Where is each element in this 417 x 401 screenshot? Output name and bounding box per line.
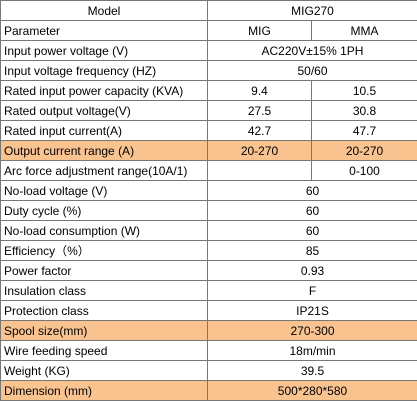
table-row: Rated input power capacity (KVA) 9.4 10.5: [0, 80, 417, 101]
value-cell: 20-270: [311, 140, 417, 161]
parameter-cell: Insulation class: [0, 280, 208, 301]
parameter-cell: Weight (KG): [0, 360, 208, 381]
parameter-cell: Rated input power capacity (KVA): [0, 80, 208, 101]
parameter-cell: Duty cycle (%): [0, 200, 208, 221]
parameter-cell: Dimension (mm): [0, 380, 208, 401]
parameter-cell: No-load consumption (W): [0, 220, 208, 241]
table-row: Input power voltage (V) AC220V±15% 1PH: [0, 40, 417, 61]
value-cell: AC220V±15% 1PH: [207, 40, 417, 61]
parameter-cell: Protection class: [0, 300, 208, 321]
value-cell: 60: [207, 180, 417, 201]
value-cell: 20-270: [207, 140, 312, 161]
table-row: Input voltage frequency (HZ) 50/60: [0, 60, 417, 81]
table-row: Model MIG270: [0, 0, 417, 21]
value-cell: 60: [207, 200, 417, 221]
value-cell: MIG270: [207, 0, 417, 21]
parameter-cell: Input power voltage (V): [0, 40, 208, 61]
parameter-cell: Output current range (A): [0, 140, 208, 161]
parameter-cell: Model: [0, 0, 208, 21]
value-cell: 0-100: [311, 160, 417, 181]
parameter-cell: Parameter: [0, 20, 208, 41]
parameter-cell: Rated output voltage(V): [0, 100, 208, 121]
value-cell: 18m/min: [207, 340, 417, 361]
value-cell: IP21S: [207, 300, 417, 321]
parameter-cell: Rated input current(A): [0, 120, 208, 141]
value-cell: 39.5: [207, 360, 417, 381]
value-cell: 10.5: [311, 80, 417, 101]
table-row: Efficiency（%） 85: [0, 240, 417, 261]
value-cell: MMA: [311, 20, 417, 41]
value-cell: 500*280*580: [207, 380, 417, 401]
parameter-cell: Efficiency（%）: [0, 240, 208, 261]
value-cell: 85: [207, 240, 417, 261]
value-cell: 50/60: [207, 60, 417, 81]
value-cell: 30.8: [311, 100, 417, 121]
table-row: Output current range (A) 20-270 20-270: [0, 140, 417, 161]
table-row: Weight (KG) 39.5: [0, 360, 417, 381]
value-cell: MIG: [207, 20, 312, 41]
table-row: Power factor 0.93: [0, 260, 417, 281]
table-row: Rated output voltage(V) 27.5 30.8: [0, 100, 417, 121]
parameter-cell: Power factor: [0, 260, 208, 281]
table-row: Wire feeding speed 18m/min: [0, 340, 417, 361]
table-row: Duty cycle (%) 60: [0, 200, 417, 221]
table-row: Insulation class F: [0, 280, 417, 301]
parameter-cell: Spool size(mm): [0, 320, 208, 341]
parameter-cell: Arc force adjustment range(10A/1): [0, 160, 208, 181]
table-row: Rated input current(A) 42.7 47.7: [0, 120, 417, 141]
value-cell: 9.4: [207, 80, 312, 101]
parameter-cell: No-load voltage (V): [0, 180, 208, 201]
table-row: No-load consumption (W) 60: [0, 220, 417, 241]
value-cell: 60: [207, 220, 417, 241]
table-row: Dimension (mm) 500*280*580: [0, 380, 417, 401]
table-row: Parameter MIG MMA: [0, 20, 417, 41]
parameter-cell: Wire feeding speed: [0, 340, 208, 361]
value-cell: 270-300: [207, 320, 417, 341]
table-row: Arc force adjustment range(10A/1) 0-100: [0, 160, 417, 181]
table-row: Spool size(mm) 270-300: [0, 320, 417, 341]
value-cell: 0.93: [207, 260, 417, 281]
value-cell: [207, 160, 312, 181]
value-cell: F: [207, 280, 417, 301]
table-row: No-load voltage (V) 60: [0, 180, 417, 201]
value-cell: 27.5: [207, 100, 312, 121]
value-cell: 47.7: [311, 120, 417, 141]
table-row: Protection class IP21S: [0, 300, 417, 321]
value-cell: 42.7: [207, 120, 312, 141]
parameter-cell: Input voltage frequency (HZ): [0, 60, 208, 81]
